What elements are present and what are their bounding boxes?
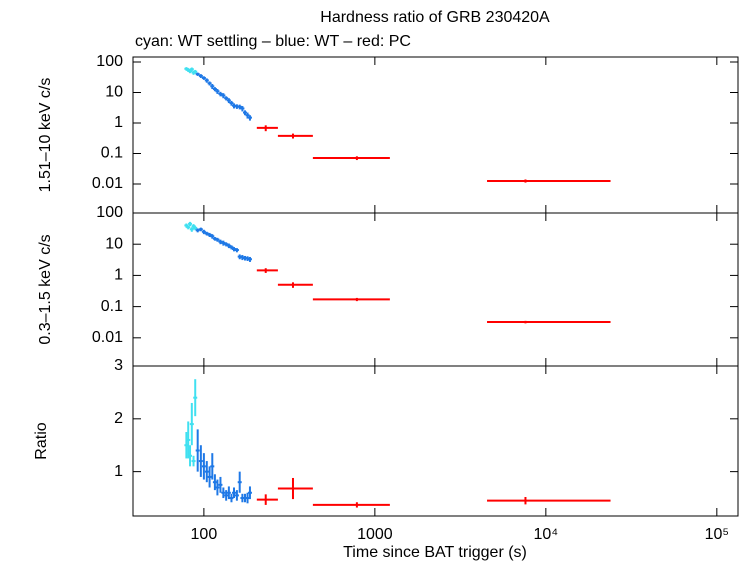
- chart-title: Hardness ratio of GRB 230420A: [320, 9, 550, 26]
- y-tick-label: 10: [105, 84, 123, 101]
- y-tick-label: 1: [114, 114, 123, 131]
- plot-frame: [132, 212, 739, 367]
- y-tick-label: 2: [114, 410, 123, 427]
- y-tick-label: 0.1: [101, 298, 123, 315]
- y-tick-label: 0.1: [101, 145, 123, 162]
- x-tick-label: 10⁵: [705, 526, 729, 543]
- x-tick-label: 10⁴: [534, 526, 559, 543]
- chart-subtitle: cyan: WT settling – blue: WT – red: PC: [135, 33, 411, 50]
- x-tick-label: 1000: [357, 526, 393, 543]
- y-tick-label: 100: [96, 53, 123, 70]
- y-axis-label: 0.3–1.5 keV c/s: [37, 234, 54, 344]
- x-axis-label: Time since BAT trigger (s): [343, 544, 527, 561]
- y-tick-label: 100: [96, 204, 123, 221]
- y-tick-label: 10: [105, 235, 123, 252]
- y-axis-label: 1.51–10 keV c/s: [37, 78, 54, 193]
- y-tick-label: 0.01: [92, 175, 123, 192]
- x-tick-label: 100: [191, 526, 218, 543]
- y-tick-label: 1: [114, 267, 123, 284]
- y-axis-label: Ratio: [33, 422, 50, 459]
- y-tick-label: 0.01: [92, 329, 123, 346]
- y-tick-label: 3: [114, 357, 123, 374]
- plot-frame: [132, 56, 739, 214]
- y-tick-label: 1: [114, 463, 123, 480]
- plot-frame: [132, 365, 739, 517]
